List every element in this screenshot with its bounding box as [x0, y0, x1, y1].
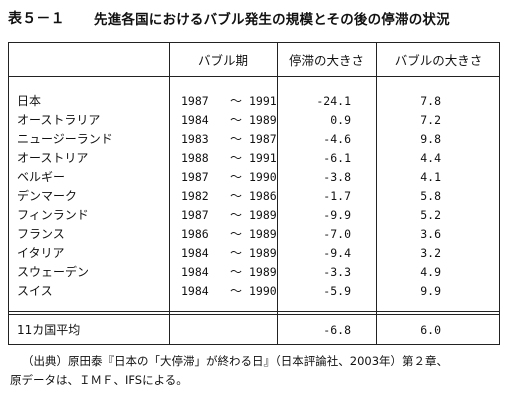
stagnation-cell: -5.9 — [323, 283, 351, 298]
header-bubble-size: バブルの大きさ — [394, 52, 483, 68]
period-end-cell: 1990 — [249, 283, 277, 298]
country-cell: フランス — [17, 227, 65, 241]
period-separator: ～ — [229, 132, 242, 146]
period-end-cell: 1991 — [249, 93, 277, 108]
country-cell: 日本 — [17, 94, 42, 108]
average-bubble: 6.0 — [420, 322, 441, 337]
country-cell: イタリア — [17, 246, 65, 260]
period-separator: ～ — [229, 208, 242, 222]
header-bubble-period: バブル期 — [197, 52, 248, 68]
stagnation-cell: -6.1 — [323, 150, 351, 165]
source-line-2: 原データは、ＩＭＦ、IFSによる。 — [10, 373, 188, 387]
period-start-cell: 1987 — [181, 93, 209, 108]
table-row: イタリア 1984 ～ 1989 -9.4 3.2 — [9, 243, 499, 262]
period-separator: ～ — [229, 113, 242, 127]
table-row: スウェーデン 1984 ～ 1989 -3.3 4.9 — [9, 262, 499, 281]
bubble-size-cell: 4.4 — [420, 150, 441, 165]
period-start-cell: 1984 — [181, 283, 209, 298]
stagnation-cell: 0.9 — [330, 112, 351, 127]
bubble-size-cell: 4.9 — [420, 264, 441, 279]
table-title: 先進各国におけるバブル発生の規模とその後の停滞の状況 — [94, 12, 450, 28]
average-rule — [9, 311, 499, 315]
table-row: フィンランド 1987 ～ 1989 -9.9 5.2 — [9, 205, 499, 224]
period-separator: ～ — [229, 151, 242, 165]
period-end-cell: 1989 — [249, 207, 277, 222]
country-cell: ベルギー — [17, 170, 66, 184]
table-row: ベルギー 1987 ～ 1990 -3.8 4.1 — [9, 167, 499, 186]
stagnation-cell: -4.6 — [323, 131, 351, 146]
bubble-size-cell: 9.8 — [420, 131, 441, 146]
period-end-cell: 1989 — [249, 226, 277, 241]
stagnation-cell: -24.1 — [316, 93, 351, 108]
period-start-cell: 1988 — [181, 150, 209, 165]
country-cell: オーストラリア — [17, 113, 101, 127]
period-end-cell: 1990 — [249, 169, 277, 184]
average-label: 11カ国平均 — [17, 323, 81, 337]
bubble-size-cell: 7.2 — [420, 112, 441, 127]
bubble-size-cell: 7.8 — [420, 93, 441, 108]
stagnation-cell: -3.8 — [323, 169, 351, 184]
table-number: 表５－１ — [8, 11, 65, 27]
data-table: バブル期 停滞の大きさ バブルの大きさ 日本 1987 ～ 1991 -24.1 7.8 オ… — [8, 42, 500, 345]
table-body: 日本 1987 ～ 1991 -24.1 7.8 オーストラリア 1984 ～ 1989 0.9 7.… — [9, 91, 499, 300]
table-row: ニュージーランド 1983 ～ 1987 -4.6 9.8 — [9, 129, 499, 148]
table-caption: 表５－１ 先進各国におけるバブル発生の規模とその後の停滞の状況 — [8, 8, 450, 28]
period-separator: ～ — [229, 94, 242, 108]
period-end-cell: 1989 — [249, 245, 277, 260]
bubble-size-cell: 3.6 — [420, 226, 441, 241]
stagnation-cell: -1.7 — [323, 188, 351, 203]
stagnation-cell: -9.4 — [323, 245, 351, 260]
bubble-size-cell: 5.8 — [420, 188, 441, 203]
country-cell: オーストリア — [17, 151, 89, 165]
period-start-cell: 1984 — [181, 112, 209, 127]
period-end-cell: 1986 — [249, 188, 277, 203]
country-cell: スウェーデン — [17, 265, 90, 279]
table-row: スイス 1984 ～ 1990 -5.9 9.9 — [9, 281, 499, 300]
period-end-cell: 1989 — [249, 112, 277, 127]
stagnation-cell: -9.9 — [323, 207, 351, 222]
header-rule — [9, 76, 499, 77]
period-separator: ～ — [229, 189, 242, 203]
period-start-cell: 1982 — [181, 188, 209, 203]
header-country — [9, 49, 169, 69]
table-row: 日本 1987 ～ 1991 -24.1 7.8 — [9, 91, 499, 110]
stagnation-cell: -3.3 — [323, 264, 351, 279]
country-cell: デンマーク — [17, 189, 78, 203]
period-start-cell: 1983 — [181, 131, 209, 146]
period-separator: ～ — [229, 227, 242, 241]
bubble-size-cell: 5.2 — [420, 207, 441, 222]
column-divider — [376, 43, 377, 344]
country-cell: ニュージーランド — [17, 132, 113, 146]
period-separator: ～ — [229, 265, 242, 279]
average-row: 11カ国平均 -6.8 6.0 — [9, 319, 499, 339]
table-row: オーストラリア 1984 ～ 1989 0.9 7.2 — [9, 110, 499, 129]
table-row: オーストリア 1988 ～ 1991 -6.1 4.4 — [9, 148, 499, 167]
table-row: フランス 1986 ～ 1989 -7.0 3.6 — [9, 224, 499, 243]
header-stagnation-size: 停滞の大きさ — [288, 52, 364, 68]
country-cell: スイス — [17, 284, 53, 298]
period-start-cell: 1986 — [181, 226, 209, 241]
bubble-size-cell: 4.1 — [420, 169, 441, 184]
column-divider — [169, 43, 170, 344]
bubble-size-cell: 9.9 — [420, 283, 441, 298]
period-end-cell: 1987 — [249, 131, 277, 146]
period-end-cell: 1991 — [249, 150, 277, 165]
period-separator: ～ — [229, 284, 242, 298]
column-divider — [277, 43, 278, 344]
source-line-1: （出典）原田泰『日本の「大停滞」が終わる日』（日本評論社、2003年）第２章、 — [22, 354, 449, 368]
period-separator: ～ — [229, 170, 242, 184]
period-separator: ～ — [229, 246, 242, 260]
bubble-size-cell: 3.2 — [420, 245, 441, 260]
period-start-cell: 1987 — [181, 169, 209, 184]
period-end-cell: 1989 — [249, 264, 277, 279]
period-start-cell: 1984 — [181, 264, 209, 279]
stagnation-cell: -7.0 — [323, 226, 351, 241]
average-stagnation: -6.8 — [323, 322, 351, 337]
period-start-cell: 1987 — [181, 207, 209, 222]
period-start-cell: 1984 — [181, 245, 209, 260]
table-row: デンマーク 1982 ～ 1986 -1.7 5.8 — [9, 186, 499, 205]
source-note: （出典）原田泰『日本の「大停滞」が終わる日』（日本評論社、2003年）第２章、 … — [10, 352, 502, 390]
country-cell: フィンランド — [17, 208, 89, 222]
